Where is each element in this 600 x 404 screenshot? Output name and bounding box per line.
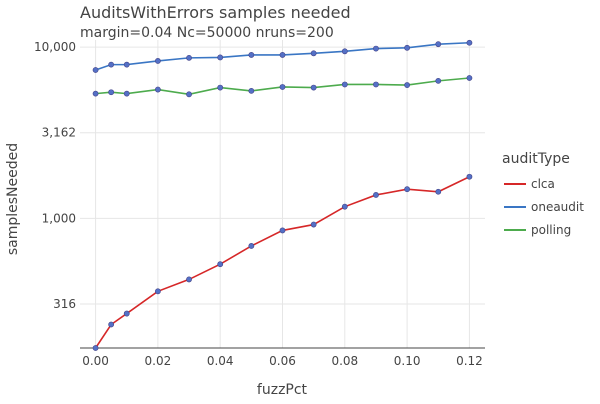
y-tick-label: 1,000 [42, 211, 76, 225]
series-line-clca [94, 176, 470, 349]
y-tick-label: 3,162 [42, 126, 76, 140]
data-point-oneaudit [373, 45, 379, 52]
series-line-oneaudit [95, 41, 470, 71]
data-point-polling [341, 81, 348, 88]
y-tick-label: 10,000 [34, 40, 76, 54]
data-point-oneaudit [404, 44, 411, 51]
data-point-clca [108, 321, 115, 328]
data-point-polling [92, 90, 99, 97]
axis-layer: 0.00 0.02 0.04 0.06 0.08 0.10 0.12 316 1,000 3,16… [34, 40, 485, 368]
data-point-oneaudit [123, 61, 130, 68]
x-tick-label: 0.12 [456, 354, 483, 368]
data-point-clca [373, 192, 379, 198]
data-point-oneaudit [279, 52, 286, 58]
data-point-oneaudit [108, 61, 115, 68]
data-point-clca [217, 261, 224, 268]
y-axis-title: samplesNeeded [5, 143, 21, 255]
data-point-clca [341, 203, 348, 210]
data-point-clca [248, 243, 255, 249]
data-point-polling [108, 89, 115, 96]
data-point-clca [466, 173, 473, 180]
data-point-oneaudit [310, 50, 317, 57]
data-point-polling [373, 81, 379, 88]
x-tick-label: 0.10 [394, 354, 421, 368]
data-point-oneaudit [341, 48, 348, 55]
data-point-clca [186, 276, 192, 283]
data-point-oneaudit [217, 54, 224, 61]
data-point-polling [186, 91, 192, 98]
data-point-clca [92, 345, 99, 351]
x-axis-title: fuzzPct [257, 382, 308, 398]
x-tick-label: 0.06 [269, 354, 296, 368]
data-point-oneaudit [154, 58, 161, 64]
x-tick-label: 0.08 [331, 354, 358, 368]
legend-label-oneaudit: oneaudit [531, 200, 584, 214]
data-point-polling [435, 77, 442, 84]
data-point-polling [123, 90, 130, 97]
data-point-polling [310, 84, 317, 91]
legend-label-polling: polling [531, 223, 571, 237]
data-point-clca [310, 221, 317, 228]
data-point-polling [248, 87, 255, 94]
y-tick-label: 316 [53, 297, 76, 311]
legend: auditType clca oneaudit polling [502, 151, 584, 237]
data-point-oneaudit [92, 67, 99, 73]
data-point-polling [154, 86, 161, 93]
x-tick-label: 0.02 [145, 354, 172, 368]
data-point-oneaudit [186, 54, 192, 61]
x-tick-label: 0.00 [82, 354, 109, 368]
data-point-oneaudit [248, 52, 255, 58]
legend-label-clca: clca [531, 177, 555, 191]
data-point-polling [217, 84, 224, 91]
data-point-clca [154, 288, 161, 295]
data-point-clca [123, 310, 130, 317]
data-point-oneaudit [435, 41, 442, 48]
series-line-polling [95, 77, 470, 96]
legend-title: auditType [502, 151, 570, 167]
chart-subtitle: margin=0.04 Nc=50000 nruns=200 [80, 25, 334, 41]
chart-title: AuditsWithErrors samples needed [80, 3, 351, 22]
data-point-clca [404, 186, 411, 193]
data-point-polling [404, 82, 411, 88]
data-point-clca [435, 188, 442, 195]
data-point-polling [466, 75, 473, 81]
data-point-oneaudit [466, 39, 473, 46]
x-tick-label: 0.04 [207, 354, 234, 368]
data-point-clca [279, 227, 286, 234]
series-layer [92, 39, 473, 351]
data-point-polling [279, 84, 286, 90]
